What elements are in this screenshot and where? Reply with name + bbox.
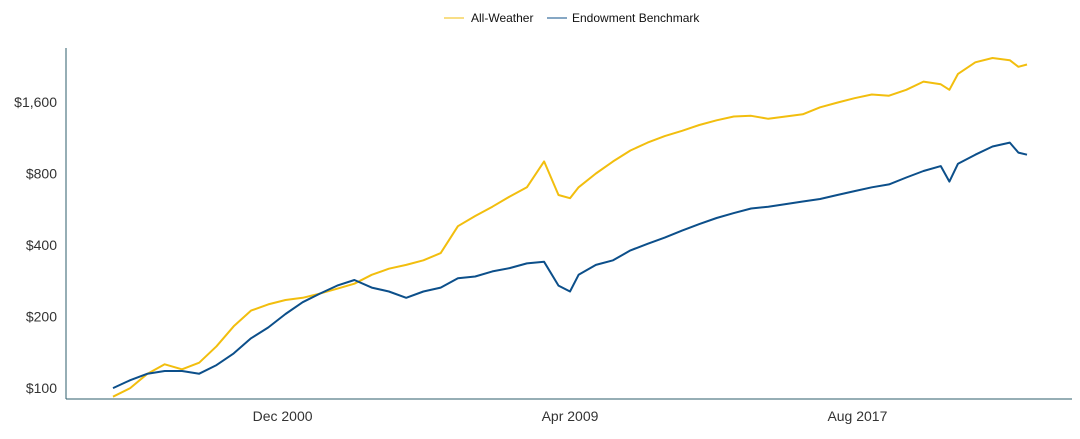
- x-tick-label: Aug 2017: [827, 408, 887, 424]
- legend: All-Weather Endowment Benchmark: [444, 11, 700, 25]
- legend-label: Endowment Benchmark: [572, 11, 700, 25]
- legend-label: All-Weather: [471, 11, 533, 25]
- x-axis-ticks: Dec 2000 Apr 2009 Aug 2017: [253, 408, 888, 424]
- x-tick-label: Dec 2000: [253, 408, 313, 424]
- series-line-all-weather: [112, 57, 1028, 398]
- y-tick-label: $400: [26, 237, 57, 253]
- y-tick-label: $1,600: [14, 94, 57, 110]
- y-tick-label: $800: [26, 166, 57, 182]
- y-tick-label: $200: [26, 309, 57, 325]
- y-axis-ticks: $100 $200 $400 $800 $1,600: [14, 94, 57, 396]
- x-tick-label: Apr 2009: [542, 408, 599, 424]
- series-layer: [112, 57, 1028, 398]
- y-tick-label: $100: [26, 380, 57, 396]
- series-line-endowment-benchmark: [112, 141, 1028, 390]
